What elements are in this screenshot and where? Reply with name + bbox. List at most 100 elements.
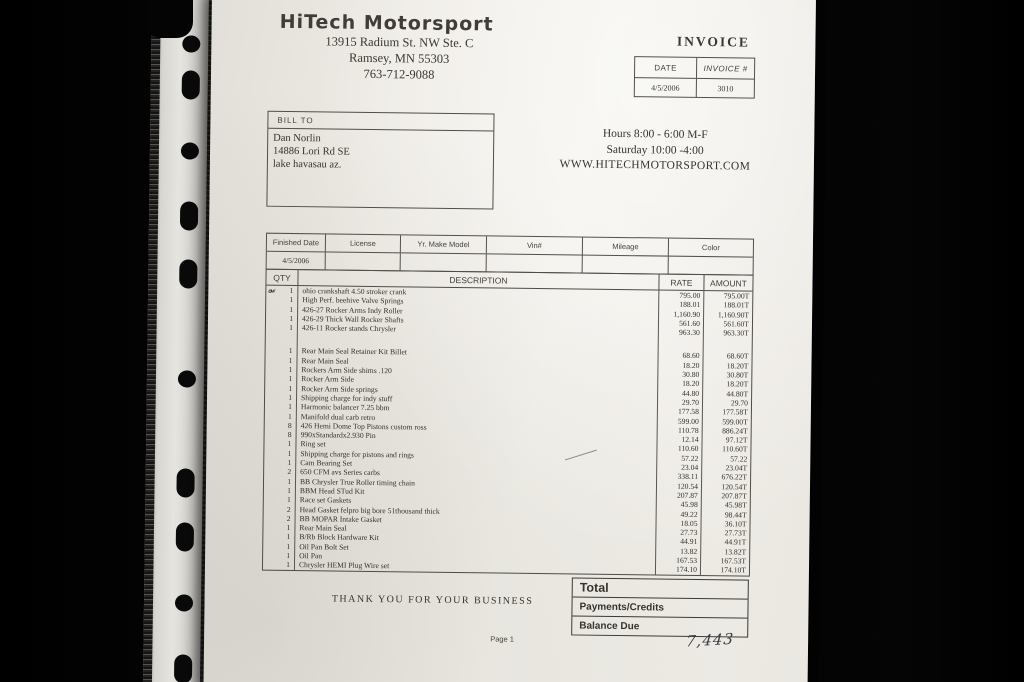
totals-box: Total Payments/Credits Balance Due: [571, 577, 749, 638]
rate-cell: 68.60: [658, 350, 704, 361]
qty-cell: 1: [263, 485, 296, 496]
qty-cell: 1: [266, 294, 299, 305]
rate-cell: 18.20: [658, 360, 704, 371]
qty-cell: 1: [264, 401, 297, 412]
bill-to-box: BILL TO Dan Norlin 14886 Lori Rd SE lake…: [266, 110, 495, 210]
qty-cell: 1: [264, 457, 297, 468]
rate-cell: 110.78: [657, 425, 703, 436]
items-body: 1 ohio crankshaft 4.50 stroker crank 795.0…: [262, 285, 752, 576]
qty-cell: 8: [264, 420, 297, 431]
col-mileage: Mileage: [582, 237, 670, 256]
invoice-date-box: DATE INVOICE # 4/5/2006 3010: [633, 56, 756, 99]
website-url: WWW.HITECHMOTORSPORT.COM: [559, 158, 751, 173]
binder-notch: [146, 0, 193, 38]
rate-cell: 27.73: [656, 527, 702, 538]
rate-cell: 795.00: [659, 290, 705, 301]
rate-cell: 338.11: [657, 471, 703, 482]
color-value: [669, 257, 753, 275]
binder-hole: [177, 369, 197, 388]
date-label: DATE: [634, 57, 698, 78]
handwritten-margin-note: ow: [267, 286, 275, 296]
strip-outer-edge: [142, 0, 161, 682]
qty-cell: [265, 332, 298, 347]
rate-cell: 1,160.90: [659, 309, 705, 319]
rate-cell: 13.82: [656, 546, 702, 557]
qty-cell: 1: [264, 448, 297, 459]
qty-cell: 1: [263, 532, 296, 542]
vin-value: [486, 254, 583, 273]
amount-header: AMOUNT: [710, 277, 747, 289]
qty-cell: 1: [263, 476, 297, 487]
rate-cell: 30.80: [658, 369, 704, 380]
rate-cell: 599.00: [657, 416, 703, 426]
qty-cell: 1: [263, 494, 296, 505]
binder-hole: [173, 653, 193, 682]
company-phone: 763-712-9088: [363, 66, 435, 82]
invoice-number: 3010: [717, 84, 734, 94]
qty-cell: 1: [264, 439, 297, 449]
rate-cell: 174.10: [655, 564, 702, 575]
qty-cell: 1: [265, 364, 298, 375]
company-header: HiTech Motorsport 13915 Radium St. NW St…: [279, 11, 520, 84]
rate-cell: 29.70: [657, 397, 704, 408]
qty-cell: 1: [266, 304, 299, 314]
invoice-title: INVOICE: [676, 33, 751, 50]
thank-you-message: THANK YOU FOR YOUR BUSINESS: [331, 593, 534, 607]
qty-cell: 1: [263, 550, 296, 561]
rate-cell: 44.91: [656, 536, 702, 547]
rate-header: RATE: [659, 274, 705, 291]
qty-cell: 1: [265, 346, 298, 356]
rate-cell: 177.58: [657, 406, 703, 417]
rate-cell: 44.80: [658, 388, 704, 398]
binder-hole: [182, 34, 201, 53]
rate-cell: 12.14: [657, 434, 703, 445]
invoice-paper: HiTech Motorsport 13915 Radium St. NW St…: [203, 0, 816, 682]
rate-cell: 57.22: [657, 453, 703, 464]
qty-cell: 2: [263, 504, 296, 514]
rate-cell: 23.04: [657, 462, 703, 473]
line-items-table: QTY DESCRIPTION RATE AMOUNT 1 ohio cranks…: [261, 268, 754, 577]
rate-cell: 45.98: [656, 499, 702, 510]
col-license: License: [325, 234, 402, 253]
binder-hole: [179, 258, 198, 289]
yr-make-model-value: [400, 253, 487, 272]
rate-cell: 963.30: [658, 327, 704, 338]
rate-cell: 207.87: [656, 490, 702, 501]
invoice-date: 4/5/2006: [634, 78, 697, 98]
business-hours: Hours 8:00 - 6:00 M-F Saturday 10:00 -4:…: [525, 126, 786, 176]
binder-hole: [176, 467, 195, 498]
qty-cell: 1: [265, 374, 298, 384]
binder-hole: [180, 141, 200, 160]
payments-credits-row: Payments/Credits: [572, 596, 748, 618]
company-name: HiTech Motorsport: [279, 10, 494, 36]
qty-cell: 1: [262, 559, 296, 570]
amt-cell: 174.10T: [720, 565, 747, 575]
col-finished-date: Finished Date: [266, 233, 327, 252]
rate-cell: 188.01: [659, 299, 705, 310]
qty-cell: 2: [264, 467, 297, 477]
qty-cell: 1: [264, 392, 298, 403]
total-row: Total: [579, 580, 609, 595]
binder-hole: [179, 200, 199, 231]
page-number: Page 1: [490, 634, 515, 644]
rate-cell: [658, 336, 704, 352]
qty-cell: 1: [265, 383, 298, 394]
finished-date-value: 4/5/2006: [266, 251, 326, 270]
qty-cell: 1: [263, 522, 296, 533]
col-vin: Vin#: [486, 236, 584, 255]
amt-cell: [704, 338, 752, 353]
rate-cell: 110.60: [657, 443, 703, 454]
qty-cell: 1: [264, 411, 297, 421]
bill-to-city: lake havasau az.: [272, 158, 342, 171]
qty-cell: 1: [263, 541, 296, 552]
rate-cell: 561.60: [658, 318, 705, 329]
qty-cell: 2: [263, 513, 296, 524]
binder-hole: [181, 69, 200, 100]
license-value: [325, 252, 401, 271]
qty-header: QTY: [266, 269, 299, 286]
mileage-value: [582, 255, 669, 274]
col-yr-make-model: Yr. Make Model: [400, 235, 488, 254]
binder-hole: [175, 521, 195, 552]
binder-hole: [174, 593, 194, 612]
